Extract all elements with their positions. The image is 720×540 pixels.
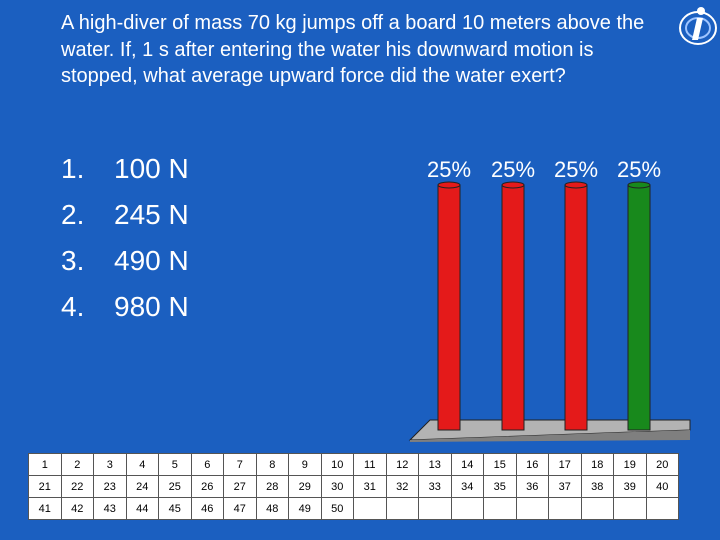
keypad-cell: 46 (190, 497, 224, 520)
keypad-cell: 1 (28, 453, 62, 476)
chart-bar-4 (627, 184, 651, 431)
keypad-cell: 18 (580, 453, 614, 476)
keypad-cell: 19 (613, 453, 647, 476)
keypad-cell: 24 (125, 475, 159, 498)
keypad-cell: 15 (483, 453, 517, 476)
chart-bar-1 (437, 184, 461, 431)
keypad-row: 41 42 43 44 45 46 47 48 49 50 (28, 497, 679, 520)
keypad-cell: 14 (450, 453, 484, 476)
answer-text: 980 N (114, 291, 189, 322)
keypad-cell (548, 497, 582, 520)
keypad-cell: 32 (385, 475, 419, 498)
chart-value-label: 25% (554, 157, 598, 182)
keypad-cell (483, 497, 517, 520)
keypad-cell: 4 (125, 453, 159, 476)
keypad-cell: 33 (418, 475, 452, 498)
turning-point-logo-icon (676, 2, 718, 48)
keypad-cell: 2 (60, 453, 94, 476)
keypad-cell: 26 (190, 475, 224, 498)
keypad-cell: 3 (93, 453, 127, 476)
keypad-cell: 34 (450, 475, 484, 498)
chart-bar-3 (564, 184, 588, 431)
keypad-cell: 23 (93, 475, 127, 498)
keypad-cell: 29 (288, 475, 322, 498)
keypad-cell: 7 (223, 453, 257, 476)
question-text: A high-diver of mass 70 kg jumps off a b… (61, 12, 645, 87)
answer-number: 1. (61, 153, 85, 184)
keypad-cell (418, 497, 452, 520)
keypad-cell (580, 497, 614, 520)
answer-option-3[interactable]: 3. 490 N (61, 238, 261, 284)
keypad-cell: 13 (418, 453, 452, 476)
keypad-cell: 48 (255, 497, 289, 520)
keypad-cell: 35 (483, 475, 517, 498)
keypad-cell: 40 (645, 475, 679, 498)
chart-bar-cap (501, 181, 525, 189)
keypad-cell: 25 (158, 475, 192, 498)
keypad-cell: 31 (353, 475, 387, 498)
keypad-cell: 38 (580, 475, 614, 498)
keypad-cell: 9 (288, 453, 322, 476)
keypad-row: 21 22 23 24 25 26 27 28 29 30 31 32 33 34 35 36 37 38 39 40 (28, 475, 679, 498)
response-keypad-grid: 1 2 3 4 5 6 7 8 9 10 11 12 13 14 15 16 17 18 19 20 21 22 23 24 2… (28, 453, 679, 520)
keypad-cell: 50 (320, 497, 354, 520)
keypad-cell: 6 (190, 453, 224, 476)
chart-bar-2 (501, 184, 525, 431)
chart-bar-cap (564, 181, 588, 189)
keypad-cell: 21 (28, 475, 62, 498)
keypad-cell: 20 (645, 453, 679, 476)
keypad-cell (450, 497, 484, 520)
keypad-row: 1 2 3 4 5 6 7 8 9 10 11 12 13 14 15 16 17 18 19 20 (28, 453, 679, 476)
answer-text: 100 N (114, 153, 189, 184)
keypad-cell: 28 (255, 475, 289, 498)
keypad-cell: 39 (613, 475, 647, 498)
keypad-cell: 49 (288, 497, 322, 520)
keypad-cell: 43 (93, 497, 127, 520)
chart-base-edge (410, 430, 690, 442)
answer-option-2[interactable]: 2. 245 N (61, 192, 261, 238)
keypad-cell (385, 497, 419, 520)
chart-value-label: 25% (427, 157, 471, 182)
keypad-cell: 37 (548, 475, 582, 498)
keypad-cell (515, 497, 549, 520)
keypad-cell (613, 497, 647, 520)
chart-bar-cap (437, 181, 461, 189)
keypad-cell: 22 (60, 475, 94, 498)
answer-number: 3. (61, 245, 85, 276)
keypad-cell: 11 (353, 453, 387, 476)
keypad-cell: 47 (223, 497, 257, 520)
answer-option-4[interactable]: 4. 980 N (61, 284, 261, 330)
answer-option-1[interactable]: 1. 100 N (61, 146, 261, 192)
keypad-cell: 5 (158, 453, 192, 476)
keypad-cell: 45 (158, 497, 192, 520)
keypad-cell: 30 (320, 475, 354, 498)
chart-value-label: 25% (617, 157, 661, 182)
chart-bar-cap (627, 181, 651, 189)
keypad-cell: 12 (385, 453, 419, 476)
keypad-cell: 36 (515, 475, 549, 498)
chart-value-label: 25% (491, 157, 535, 182)
keypad-cell: 44 (125, 497, 159, 520)
keypad-cell: 42 (60, 497, 94, 520)
keypad-cell (353, 497, 387, 520)
keypad-cell: 8 (255, 453, 289, 476)
answer-text: 490 N (114, 245, 189, 276)
keypad-cell: 16 (515, 453, 549, 476)
keypad-cell: 41 (28, 497, 62, 520)
keypad-cell: 27 (223, 475, 257, 498)
answer-text: 245 N (114, 199, 189, 230)
keypad-cell: 17 (548, 453, 582, 476)
keypad-cell: 10 (320, 453, 354, 476)
keypad-cell (645, 497, 679, 520)
answer-number: 4. (61, 291, 85, 322)
answer-number: 2. (61, 199, 85, 230)
